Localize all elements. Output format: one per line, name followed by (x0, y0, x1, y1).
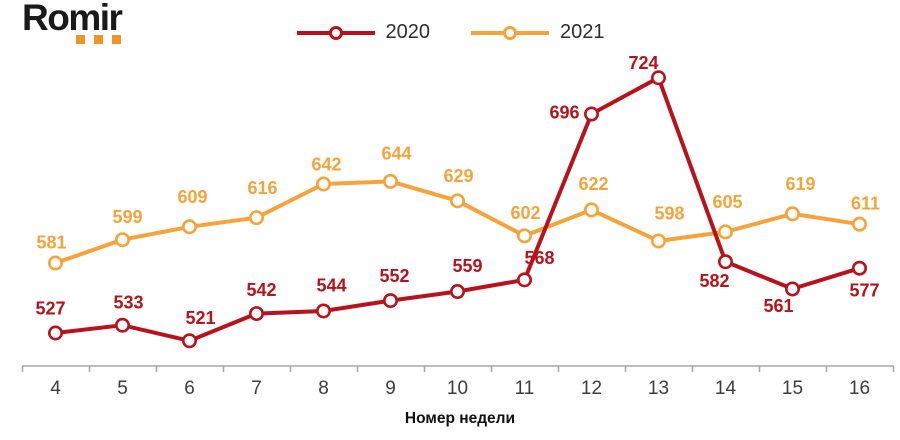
data-label-2021-w10: 629 (443, 166, 473, 186)
logo-text: Romir (22, 0, 123, 38)
marker-2021-w12 (583, 202, 599, 218)
data-label-2021-w11: 602 (510, 203, 540, 223)
data-label-2020-w8: 544 (316, 275, 346, 295)
legend-line-marker-2021-icon (471, 25, 549, 40)
x-axis-tick-label: 6 (184, 378, 195, 399)
marker-2021-w11 (516, 228, 532, 244)
data-label-2021-w6: 609 (177, 187, 207, 207)
legend-item-2020: 2020 (296, 21, 431, 44)
legend-line-marker-2020-icon (296, 25, 375, 40)
marker-2020-w4 (47, 325, 63, 341)
data-label-2020-w5: 533 (113, 293, 143, 313)
x-axis-tick-label: 13 (648, 378, 669, 399)
marker-2021-w10 (449, 193, 465, 209)
marker-2021-w9 (382, 173, 398, 189)
data-label-2021-w14: 605 (712, 192, 742, 212)
x-axis-tick-label: 11 (515, 378, 535, 399)
marker-2020-w16 (851, 260, 867, 276)
x-axis-tick-label: 16 (849, 378, 870, 399)
marker-2020-w6 (182, 333, 198, 349)
marker-2020-w14 (717, 254, 733, 270)
data-label-2021-w7: 616 (247, 178, 277, 198)
data-label-2020-w9: 552 (379, 266, 409, 286)
data-label-2021-w15: 619 (785, 174, 815, 194)
marker-2021-w13 (650, 233, 666, 249)
marker-2020-w5 (115, 317, 131, 333)
x-axis-tick-label: 10 (447, 378, 468, 399)
logo-dot (76, 35, 85, 44)
logo-dot (112, 35, 121, 44)
marker-2020-w9 (382, 293, 398, 309)
data-label-2020-w12: 696 (549, 102, 579, 122)
data-label-2021-w13: 598 (654, 203, 684, 223)
logo-dots (76, 35, 121, 44)
marker-2020-w8 (315, 303, 331, 319)
x-axis-tick-label: 12 (581, 378, 602, 399)
logo-dot (94, 35, 103, 44)
chart-legend: 2020 2021 (0, 21, 900, 44)
x-axis-tick-label: 15 (782, 378, 803, 399)
marker-2021-w5 (115, 232, 131, 248)
marker-2020-w12 (583, 106, 599, 122)
data-label-2020-w7: 542 (246, 280, 276, 300)
data-label-2020-w4: 527 (35, 298, 65, 318)
marker-2020-w15 (784, 281, 800, 297)
x-axis-tick-label: 14 (715, 378, 737, 399)
romir-logo: Romir (22, 0, 123, 44)
x-axis-title: Номер недели (405, 410, 515, 427)
data-label-2021-w16: 611 (851, 193, 880, 213)
data-label-2020-w15: 561 (763, 296, 793, 316)
data-label-2021-w12: 622 (578, 174, 608, 194)
data-label-2021-w9: 644 (381, 144, 411, 164)
data-label-2020-w11: 568 (524, 248, 554, 268)
x-axis-tick-label: 4 (50, 378, 61, 399)
data-label-2020-w13: 724 (628, 53, 658, 73)
marker-2020-w7 (249, 306, 265, 322)
data-label-2021-w5: 599 (112, 207, 142, 227)
marker-2020-w10 (449, 284, 465, 300)
x-axis-tick-label: 8 (318, 378, 329, 399)
marker-2020-w11 (516, 272, 532, 288)
x-axis-tick-label: 5 (117, 378, 128, 399)
data-label-2020-w14: 582 (699, 271, 729, 291)
legend-item-2021: 2021 (470, 21, 605, 44)
x-axis-tick-label: 7 (251, 378, 262, 399)
data-label-2021-w8: 642 (311, 154, 341, 174)
data-label-2020-w10: 559 (452, 256, 482, 276)
marker-2020-w13 (650, 70, 666, 86)
marker-2021-w6 (182, 219, 198, 235)
legend-label-2020: 2020 (385, 21, 431, 43)
x-axis-tick-label: 9 (385, 378, 396, 399)
data-label-2020-w16: 577 (849, 281, 879, 301)
marker-2021-w15 (784, 206, 800, 222)
marker-2021-w14 (717, 224, 733, 240)
data-label-2020-w6: 521 (185, 308, 215, 328)
marker-2021-w7 (249, 210, 265, 226)
legend-label-2021: 2021 (560, 21, 605, 43)
marker-2021-w8 (315, 176, 331, 192)
data-label-2021-w4: 581 (36, 232, 66, 252)
marker-2021-w4 (47, 255, 63, 271)
marker-2021-w16 (851, 216, 867, 232)
